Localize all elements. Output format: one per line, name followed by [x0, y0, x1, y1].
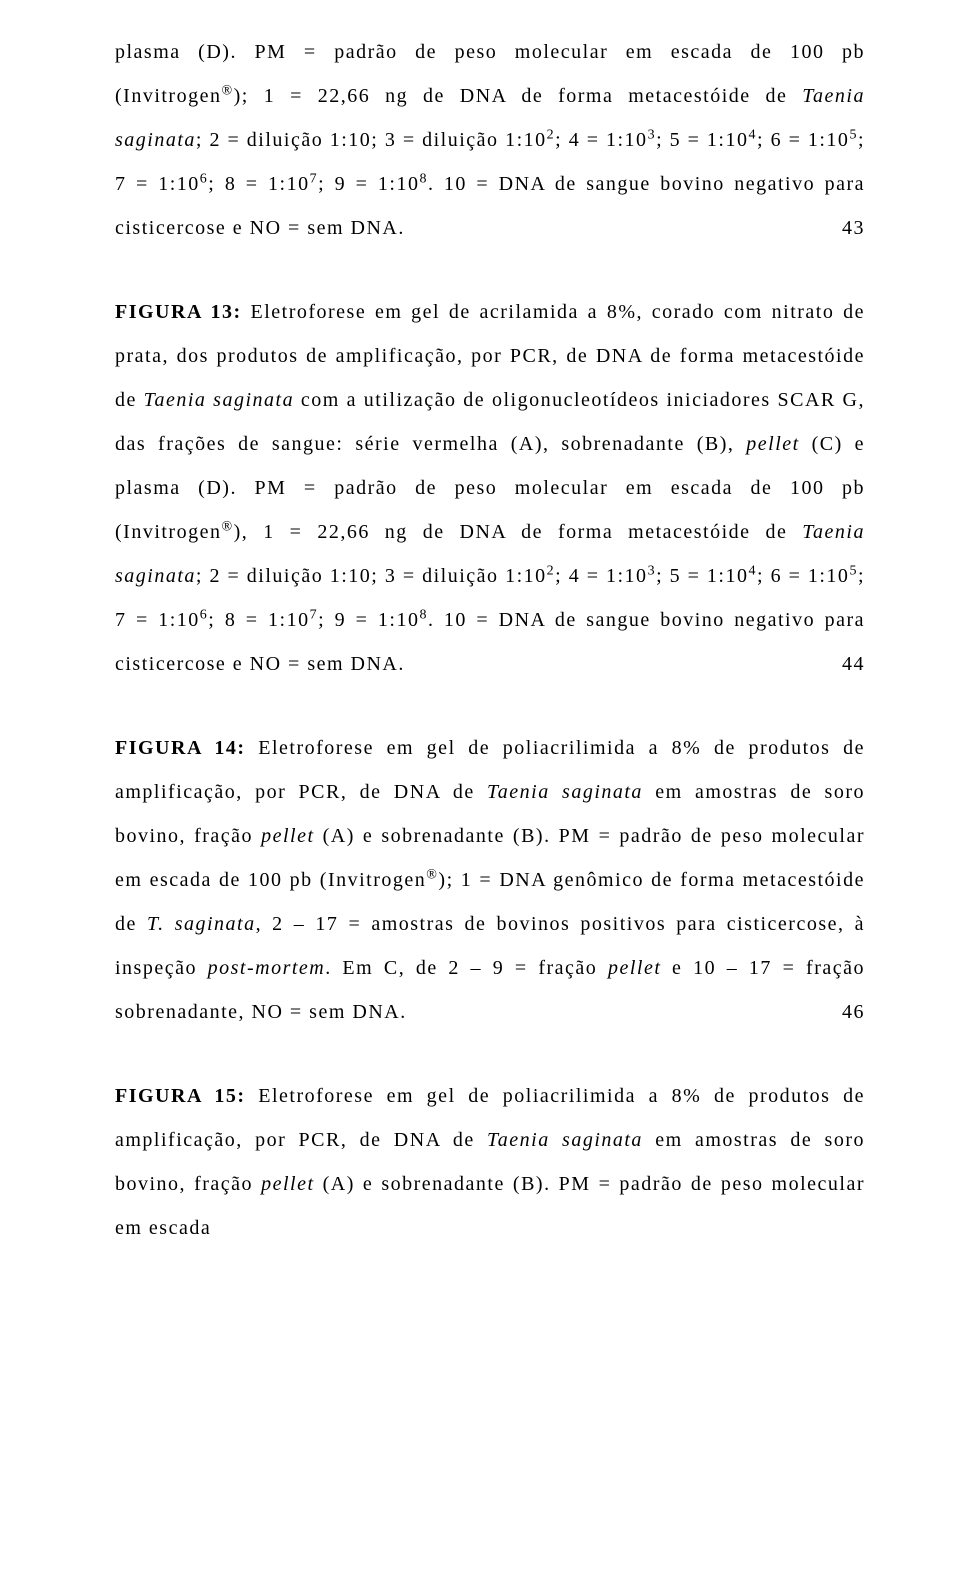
text: ); 1 = 22,66 ng de DNA de forma metacest…: [234, 85, 803, 107]
exponent: 5: [849, 127, 858, 142]
registered-mark: ®: [221, 83, 233, 98]
text: ; 4 = 1:10: [555, 565, 647, 587]
text: ; 5 = 1:10: [656, 129, 748, 151]
exponent: 4: [749, 127, 758, 142]
text: . Em C, de 2 – 9 = fração: [325, 957, 608, 979]
term: pellet: [608, 957, 661, 979]
figure-15-caption: FIGURA 15: Eletroforese em gel de poliac…: [115, 1074, 865, 1250]
registered-mark: ®: [221, 519, 233, 534]
term: pellet: [261, 1173, 314, 1195]
figure-13-caption: FIGURA 13: Eletroforese em gel de acrila…: [115, 290, 865, 686]
species-name: Taenia saginata: [487, 781, 643, 803]
text: ; 6 = 1:10: [757, 565, 849, 587]
text: ; 2 = diluição 1:10; 3 = diluição 1:10: [196, 129, 547, 151]
text: ; 4 = 1:10: [555, 129, 647, 151]
text: ; 2 = diluição 1:10; 3 = diluição 1:10: [196, 565, 547, 587]
text: ; 9 = 1:10: [318, 609, 419, 631]
text: ; 6 = 1:10: [757, 129, 849, 151]
exponent: 3: [648, 127, 657, 142]
species-name: T. saginata: [147, 913, 256, 935]
text: ; 9 = 1:10: [318, 173, 419, 195]
exponent: 8: [419, 171, 428, 186]
exponent: 7: [310, 171, 319, 186]
exponent: 8: [419, 607, 428, 622]
figure-label: FIGURA 15:: [115, 1085, 246, 1107]
figure-label: FIGURA 13:: [115, 301, 242, 323]
exponent: 4: [749, 563, 758, 578]
registered-mark: ®: [426, 867, 438, 882]
figure-label: FIGURA 14:: [115, 737, 246, 759]
page-number: 46: [842, 990, 865, 1034]
text: ; 8 = 1:10: [208, 173, 309, 195]
text: ; 5 = 1:10: [656, 565, 748, 587]
page-number: 44: [842, 642, 865, 686]
exponent: 5: [849, 563, 858, 578]
figure-12-continuation: plasma (D). PM = padrão de peso molecula…: [115, 30, 865, 250]
exponent: 2: [547, 563, 556, 578]
exponent: 2: [547, 127, 556, 142]
text: ; 8 = 1:10: [208, 609, 309, 631]
exponent: 7: [310, 607, 319, 622]
species-name: Taenia saginata: [487, 1129, 643, 1151]
exponent: 3: [648, 563, 657, 578]
figure-14-caption: FIGURA 14: Eletroforese em gel de poliac…: [115, 726, 865, 1034]
term: post-mortem: [208, 957, 326, 979]
text: ), 1 = 22,66 ng de DNA de forma metacest…: [234, 521, 803, 543]
term: pellet: [261, 825, 314, 847]
term: pellet: [746, 433, 799, 455]
species-name: Taenia saginata: [144, 389, 294, 411]
page-number: 43: [842, 206, 865, 250]
